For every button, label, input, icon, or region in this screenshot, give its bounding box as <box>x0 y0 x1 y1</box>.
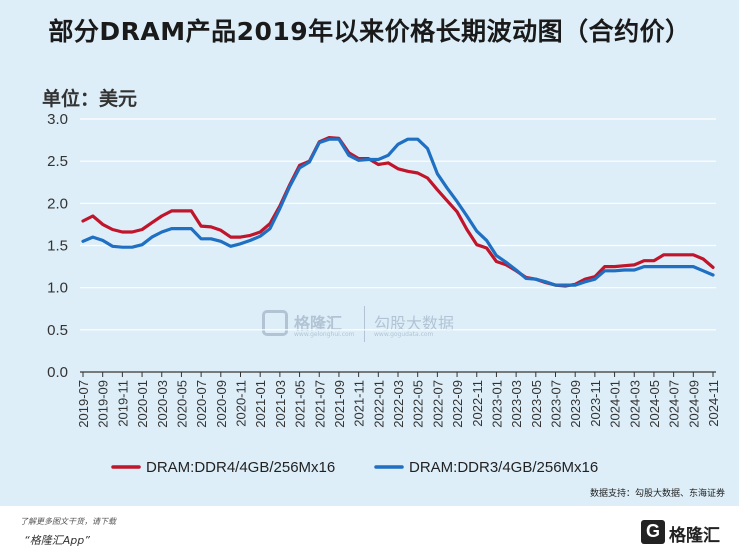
legend-label: DRAM:DDR3/4GB/256Mx16 <box>409 459 598 476</box>
x-tick-label: 2021-03 <box>273 380 288 428</box>
series-line-ddr4 <box>81 136 715 288</box>
x-tick-label: 2022-09 <box>450 380 465 428</box>
source-note: 数据支持：勾股大数据、东海证券 <box>589 489 725 499</box>
x-tick-label: 2021-11 <box>352 380 367 427</box>
x-tick-label: 2019-07 <box>76 380 91 428</box>
footer-note: 了解更多图文干货，请下载 <box>20 517 116 526</box>
x-tick-label: 2021-01 <box>253 380 268 428</box>
x-tick-label: 2024-03 <box>627 380 642 428</box>
x-tick-label: 2020-03 <box>155 380 170 428</box>
unit-label: 单位：美元 <box>42 88 138 110</box>
x-tick-label: 2021-05 <box>293 380 308 428</box>
x-tick-label: 2020-09 <box>214 380 229 428</box>
x-tick-label: 2024-05 <box>647 380 662 428</box>
x-tick-label: 2023-07 <box>549 380 564 428</box>
x-tick-label: 2022-03 <box>391 380 406 428</box>
y-axis-ticks: 0.0 0.5 1.0 1.5 2.0 2.5 3.0 <box>47 111 68 381</box>
x-tick-label: 2023-03 <box>509 380 524 428</box>
series-lines <box>81 136 715 288</box>
chart-panel <box>0 0 739 506</box>
brand-logo-text: 格隆汇 <box>669 526 720 546</box>
x-tick-label: 2022-11 <box>470 380 485 427</box>
brand-logo: G 格隆汇 <box>641 516 723 550</box>
x-tick-label: 2022-01 <box>371 380 386 428</box>
brand-logo-icon: G <box>641 520 665 544</box>
x-tick-label: 2020-05 <box>174 380 189 428</box>
x-tick-label: 2022-07 <box>430 380 445 428</box>
watermark-right-text: 勾股大数据 <box>374 314 455 333</box>
chart-title: 部分DRAM产品2019年以来价格长期波动图（合约价） <box>48 17 691 46</box>
x-tick-label: 2021-09 <box>332 380 347 428</box>
x-tick-label: 2020-07 <box>194 380 209 428</box>
y-tick-label: 2.5 <box>47 153 68 170</box>
x-tick-label: 2023-01 <box>489 380 504 428</box>
gridlines <box>80 118 716 373</box>
x-tick-label: 2024-01 <box>608 380 623 428</box>
x-tick-label: 2024-07 <box>667 380 682 428</box>
x-tick-label: 2022-05 <box>411 380 426 428</box>
x-tick-label: 2023-09 <box>568 380 583 428</box>
watermark: 格隆汇 www.gelonghui.com 勾股大数据 www.gogudata… <box>262 306 482 346</box>
series-line-ddr3 <box>81 137 715 287</box>
y-tick-label: 1.5 <box>47 238 68 255</box>
x-tick-label: 2023-05 <box>529 380 544 428</box>
x-tick-label: 2021-07 <box>312 380 327 428</box>
footer-app-name: “格隆汇App” <box>24 534 90 547</box>
watermark-right-sub: www.gogudata.com <box>374 331 434 338</box>
legend-label: DRAM:DDR4/4GB/256Mx16 <box>146 459 335 476</box>
watermark-divider <box>364 306 365 342</box>
y-tick-label: 0.0 <box>47 364 68 381</box>
x-tick-label: 2024-09 <box>686 380 701 428</box>
legend: DRAM:DDR4/4GB/256Mx16 DRAM:DDR3/4GB/256Mx… <box>111 459 598 476</box>
y-tick-label: 3.0 <box>47 111 68 128</box>
y-tick-label: 1.0 <box>47 280 68 297</box>
x-tick-label: 2019-09 <box>96 380 111 428</box>
x-tick-label: 2020-11 <box>234 380 249 427</box>
x-tick-label: 2023-11 <box>588 380 603 427</box>
x-tick-label: 2024-11 <box>706 380 721 427</box>
watermark-left-sub: www.gelonghui.com <box>294 331 355 338</box>
x-tick-label: 2019-11 <box>115 380 130 427</box>
x-tick-label: 2020-01 <box>135 380 150 428</box>
line-chart: 0.00.51.01.52.02.53.0 2019-07 2019-09 2019… <box>47 111 721 476</box>
watermark-logo-icon <box>262 310 288 336</box>
y-tick-label: 2.0 <box>47 195 68 212</box>
watermark-left-text: 格隆汇 <box>294 314 343 333</box>
x-axis: 2019-07 2019-09 2019-11 2020-01 2020-03 2020-… <box>76 371 721 428</box>
y-tick-label: 0.5 <box>47 322 68 339</box>
